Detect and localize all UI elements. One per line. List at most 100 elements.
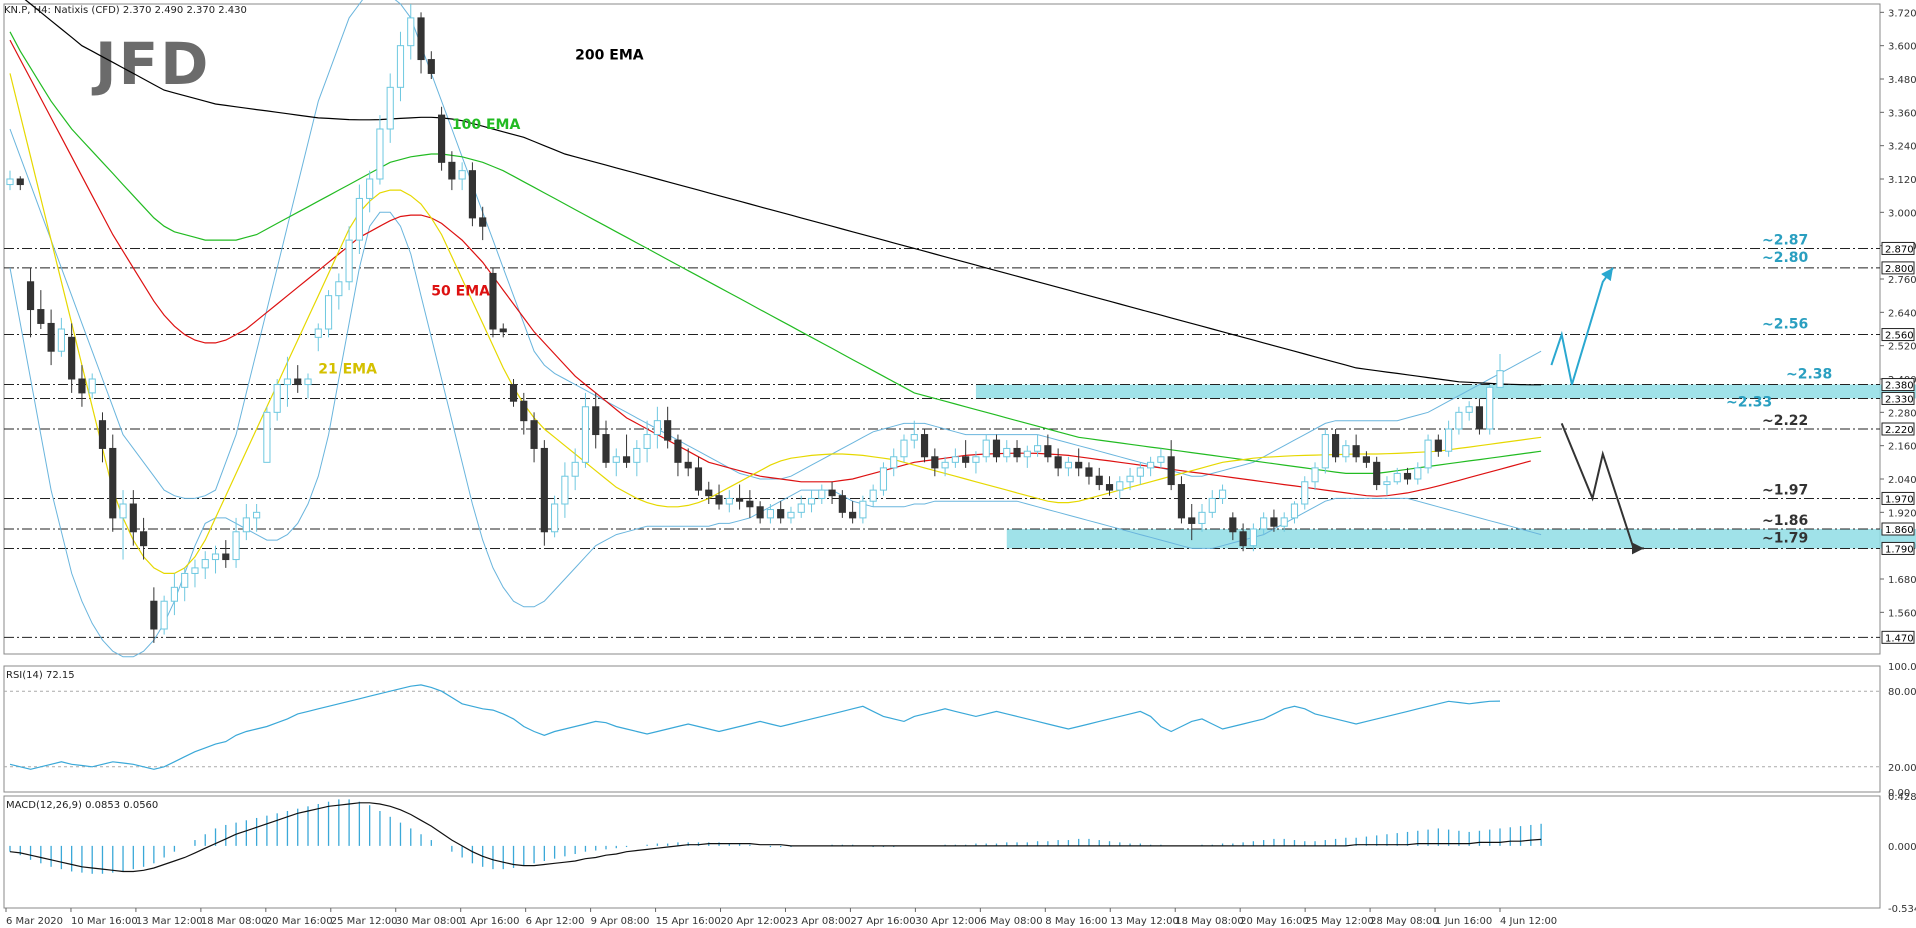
candle-body (222, 553, 230, 561)
candle-body (448, 161, 456, 180)
candle-body (653, 420, 661, 436)
candle-body (1383, 481, 1391, 486)
candle-body (304, 378, 312, 386)
candle-body (98, 420, 107, 449)
level-price-tag-text: 1.860 (1885, 525, 1914, 536)
candle-body (1249, 528, 1257, 547)
ema-label: 21 EMA (318, 361, 377, 377)
candle-body (674, 439, 682, 463)
candle-body (540, 447, 548, 533)
candle-body (1239, 531, 1247, 547)
candle-body (972, 456, 980, 463)
level-price-tag (1881, 261, 1915, 275)
candle-body (910, 434, 918, 441)
candle-body (170, 586, 178, 602)
ema-label: 100 EMA (452, 117, 521, 133)
candle-body (900, 439, 908, 458)
price-tick-label: 3.720 (1888, 8, 1916, 19)
candle-body (263, 411, 271, 463)
level-price-tag-text: 2.380 (1885, 381, 1914, 392)
candle-body (294, 378, 302, 386)
rsi-tick-label: 20.00 (1888, 763, 1916, 774)
candle-body (109, 447, 117, 519)
candle-body (1280, 517, 1288, 527)
candle-body (602, 434, 610, 463)
candle-body (1362, 456, 1370, 463)
x-tick-label: 18 May 08:00 (1175, 916, 1244, 927)
candle-body (1105, 484, 1114, 491)
candle-body (1054, 456, 1062, 469)
candle-body (427, 59, 435, 74)
price-tick-label: 3.600 (1888, 42, 1916, 53)
price-tick-label: 2.160 (1888, 442, 1916, 453)
candle-body (150, 600, 158, 630)
level-price-tag-text: 1.470 (1885, 633, 1914, 644)
level-label: ~2.38 (1786, 367, 1832, 383)
candle-body (869, 489, 877, 502)
rsi-panel-frame (3, 665, 1881, 793)
candle-body (1044, 445, 1052, 458)
x-tick-label: 13 May 12:00 (1110, 916, 1179, 927)
candle-body (756, 506, 764, 519)
candle-body (838, 495, 846, 513)
rsi-tick-label: 100.00 (1888, 662, 1916, 673)
price-tick-label: 1.920 (1888, 508, 1916, 519)
candle-body (489, 272, 497, 330)
candle-body (1013, 447, 1021, 458)
level-price-tag-text: 1.790 (1885, 544, 1914, 555)
candle-body (1332, 434, 1340, 458)
candle-body (859, 500, 867, 519)
candle-body (37, 309, 45, 324)
candle-body (879, 467, 888, 491)
candle-body (818, 489, 826, 499)
macd-tick-label: -0.5342 (1888, 904, 1916, 915)
candle-body (386, 86, 394, 130)
candle-body (982, 439, 990, 458)
x-tick-label: 25 Mar 12:00 (331, 916, 398, 927)
candle-body (561, 475, 569, 505)
x-tick-label: 8 May 16:00 (1045, 916, 1107, 927)
level-label: ~2.56 (1762, 317, 1808, 333)
price-panel-frame (3, 3, 1881, 655)
level-price-tag-text: 2.870 (1885, 244, 1914, 255)
candle-body (458, 170, 466, 180)
candle-body (1157, 456, 1165, 463)
level-label: ~2.33 (1726, 394, 1772, 410)
candle-body (1445, 428, 1453, 452)
candle-body (499, 328, 507, 333)
level-price-tag (1881, 378, 1915, 392)
candle-body (664, 420, 672, 441)
candle-body (1475, 406, 1484, 430)
price-tick-label: 3.480 (1888, 75, 1916, 86)
candle-body (622, 456, 631, 463)
candle-body (1434, 439, 1442, 452)
candle-body (715, 495, 723, 505)
level-price-tag-text: 2.560 (1885, 331, 1914, 342)
candle-body (1229, 517, 1237, 533)
price-tick-label: 3.120 (1888, 175, 1916, 186)
candle-body (1085, 467, 1093, 477)
candle-body (57, 328, 65, 352)
x-tick-label: 18 Mar 08:00 (201, 916, 268, 927)
candle-body (849, 511, 857, 519)
candle-body (201, 559, 209, 569)
candle-body (571, 461, 579, 477)
chart-title: KN.P, H4: Natixis (CFD) 2.370 2.490 2.37… (4, 5, 247, 16)
candle-body (376, 128, 384, 180)
level-price-tag (1881, 541, 1915, 555)
candle-body (6, 178, 14, 186)
candle-body (26, 281, 35, 311)
x-tick-label: 25 May 12:00 (1305, 916, 1374, 927)
x-tick-label: 1 Apr 16:00 (461, 916, 520, 927)
candle-body (612, 456, 620, 463)
candle-body (705, 489, 713, 497)
candle-body (16, 178, 24, 186)
candle-body (181, 572, 189, 588)
candle-body (1177, 484, 1186, 519)
candle-body (828, 489, 836, 497)
candle-body (1403, 472, 1412, 480)
candle-body (1496, 370, 1504, 388)
candle-body (1373, 461, 1381, 486)
jfd-logo: JFD (95, 30, 211, 98)
rsi-tick-label: 0.00 (1888, 788, 1910, 799)
